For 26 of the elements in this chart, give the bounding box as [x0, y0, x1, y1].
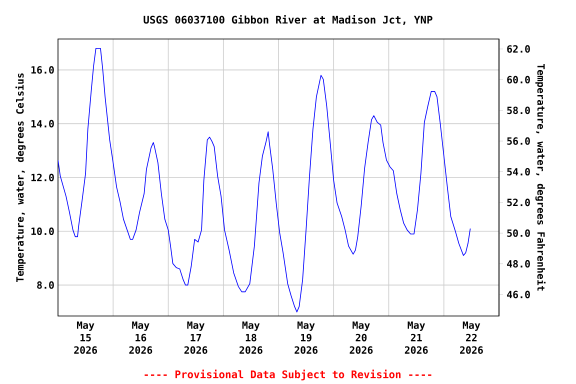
chart-title: USGS 06037100 Gibbon River at Madison Jct, YNP	[144, 15, 432, 25]
y2-tick-label: 60.0	[507, 76, 530, 84]
x-tick-label: May 19 2026	[294, 322, 318, 354]
y2-tick-label: 52.0	[507, 198, 530, 206]
y2-tick-label: 54.0	[507, 168, 530, 176]
y2-tick-label: 56.0	[507, 137, 530, 145]
y-tick-label: 8.0	[37, 281, 54, 289]
y-tick-label: 14.0	[31, 120, 54, 128]
x-tick-label: May 20 2026	[350, 322, 373, 354]
y-tick-label: 12.0	[31, 174, 54, 182]
y2-tick-label: 58.0	[507, 106, 530, 114]
y-tick-label: 16.0	[31, 66, 54, 74]
y2-tick-label: 62.0	[507, 45, 530, 53]
x-tick-label: May 18 2026	[240, 322, 262, 354]
y2-tick-label: 48.0	[507, 260, 530, 268]
text: ---- Provisional Data Subject to Revision ----	[144, 370, 432, 380]
y-tick-label: 10.0	[31, 228, 54, 236]
x-tick-label: May 22 2026	[460, 322, 483, 354]
y-axis-title: Temperature, water, degrees Celsius	[15, 73, 26, 282]
y2-axis-title: Temperature, water, degrees Fahrenheit	[535, 64, 546, 291]
x-tick-label: May 16 2026	[129, 322, 152, 354]
x-tick-label: May 21 2026	[404, 322, 428, 354]
x-tick-label: May 17 2026	[184, 322, 208, 354]
x-tick-label: May 15 2026	[74, 322, 98, 354]
y2-tick-label: 50.0	[507, 229, 530, 237]
y2-tick-label: 46.0	[507, 290, 530, 298]
